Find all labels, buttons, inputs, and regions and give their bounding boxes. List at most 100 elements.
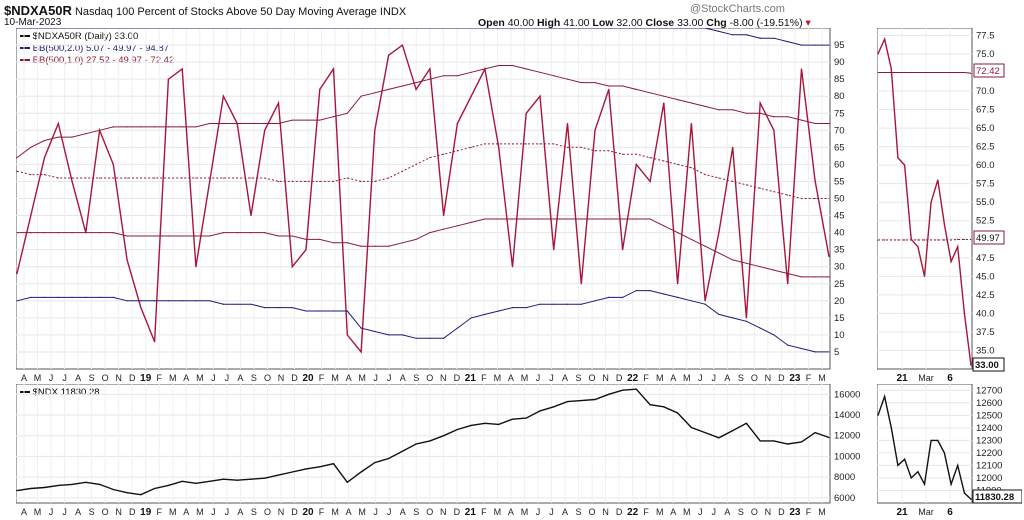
series-0-point: [511, 418, 514, 420]
series-0-point: [140, 307, 142, 309]
legend-item-price: $NDXA50R (Daily) 33.00: [20, 31, 174, 43]
x-tick-label: S: [576, 507, 582, 517]
x-tick-label: F: [806, 507, 812, 517]
series-4-point: [732, 259, 734, 261]
series-1-point: [649, 28, 651, 29]
series-0-point: [566, 400, 569, 403]
series-5-point: [732, 180, 734, 183]
x-tick-label: J: [373, 373, 378, 383]
x-tick-label: A: [75, 507, 81, 517]
series-5-point: [511, 143, 514, 145]
series-3-point: [484, 68, 486, 70]
series-3-point: [16, 156, 18, 159]
x-tick-label: O: [751, 507, 758, 517]
series-0-point: [877, 414, 879, 416]
x-tick-label: S: [89, 373, 95, 383]
svg-text:11830.28: 11830.28: [975, 492, 1014, 503]
series-2-point: [553, 303, 555, 305]
series-2-point: [112, 296, 114, 298]
series-2-point: [30, 296, 32, 298]
series-5-point: [140, 177, 142, 179]
y-tick-label: 75.0: [976, 49, 995, 60]
series-2-point: [635, 289, 637, 292]
series-1-point: [890, 71, 892, 74]
series-0-point: [291, 471, 293, 473]
series-2-point: [222, 303, 225, 305]
series-3-point: [181, 126, 183, 128]
series-0-point: [566, 122, 569, 125]
series-4-point: [594, 218, 596, 220]
series-0-point: [903, 458, 906, 460]
series-5-point: [470, 146, 472, 148]
y-tick-label: 70.0: [976, 86, 995, 97]
x-tick-label: N: [602, 507, 609, 517]
y-tick-label: 67.5: [976, 105, 995, 116]
series-2-point: [800, 347, 803, 350]
series-4-point: [236, 232, 238, 234]
series-1-point: [663, 28, 665, 29]
series-3-point: [319, 119, 321, 121]
series-2-point: [943, 239, 946, 241]
series-4-point: [621, 218, 624, 220]
x-tick-label: A: [400, 373, 406, 383]
series-3-point: [154, 126, 156, 128]
series-1-point: [319, 28, 321, 29]
upper-zoom-chart: 35.037.540.042.545.047.550.052.555.057.5…: [877, 28, 1005, 384]
series-5-point: [346, 177, 348, 179]
close-value: 33.00: [677, 17, 704, 29]
series-0-point: [745, 317, 748, 319]
series-1-point: [773, 37, 775, 39]
series-0-point: [608, 88, 610, 90]
series-0-point: [828, 436, 830, 439]
x-tick-label: A: [670, 507, 676, 517]
y-tick-label: 35.0: [976, 345, 995, 356]
y-tick-label: 12700: [976, 385, 1002, 396]
series-5-point: [539, 143, 541, 145]
series-0-point: [759, 102, 761, 104]
x-tick-label: F: [643, 373, 649, 383]
x-tick-label: D: [778, 373, 785, 383]
series-3-point: [360, 95, 362, 97]
series-2-point: [525, 307, 527, 309]
y-tick-label: 62.5: [976, 142, 995, 153]
series-0-point: [943, 452, 946, 454]
y-tick-label: 45.0: [976, 271, 995, 282]
x-tick-label: A: [75, 373, 81, 383]
series-4-point: [787, 272, 789, 275]
series-2-point: [903, 239, 906, 241]
series-4-point: [319, 238, 321, 241]
x-tick-label: N: [115, 507, 122, 517]
series-3-point: [704, 105, 706, 108]
series-0-point: [305, 468, 307, 470]
series-1-point: [923, 71, 926, 74]
series-3-point: [814, 122, 816, 125]
series-0-point: [580, 283, 582, 285]
series-1-point: [140, 28, 142, 29]
series-1-point: [704, 28, 706, 29]
series-1-point: [30, 28, 32, 29]
series-0-point: [970, 364, 972, 366]
series-0-point: [950, 483, 952, 485]
series-0-point: [963, 492, 965, 494]
series-2-point: [511, 307, 514, 309]
x-tick-label: 21: [896, 373, 908, 384]
legend-item-bb2: BB(500,2.0) 5.07 - 49.97 - 94.87: [20, 43, 174, 55]
series-2-point: [745, 320, 748, 322]
series-5-point: [718, 177, 720, 179]
x-tick-label: M: [494, 373, 502, 383]
series-0-point: [443, 435, 445, 437]
series-3-point: [525, 68, 527, 70]
series-0-point: [923, 483, 926, 485]
low-value: 32.00: [616, 17, 643, 29]
series-2-point: [140, 300, 142, 302]
series-0-point: [195, 266, 197, 268]
series-4-point: [16, 232, 18, 234]
series-0-point: [814, 432, 816, 434]
series-3-point: [594, 81, 596, 84]
series-1-point: [346, 28, 348, 29]
series-5-point: [319, 180, 321, 183]
series-4-point: [222, 232, 225, 234]
series-0-point: [539, 95, 541, 97]
series-2-point: [621, 296, 624, 298]
